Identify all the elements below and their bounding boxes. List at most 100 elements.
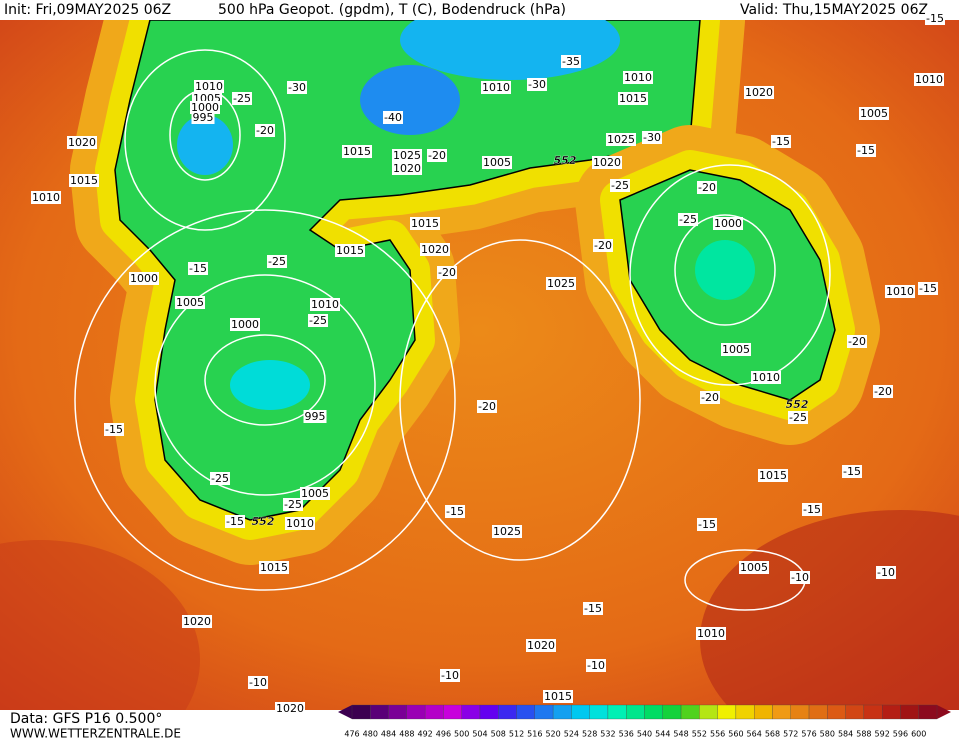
isobar-label-box	[543, 690, 573, 703]
legend-swatch	[406, 704, 426, 720]
temperature-label: -15	[226, 515, 244, 528]
isobar-label: 1010	[286, 517, 314, 530]
legend-label: 500	[454, 730, 469, 739]
isobar-label: 1010	[311, 298, 339, 311]
temperature-label-box	[771, 135, 791, 148]
temperature-label: -30	[643, 131, 661, 144]
isobar-label-box	[758, 469, 788, 482]
temperature-label: -20	[874, 385, 892, 398]
isobar-label: 1020	[68, 136, 96, 149]
temperature-label-box	[248, 676, 268, 689]
legend-swatch	[388, 704, 407, 720]
legend-swatch	[479, 704, 499, 720]
isobar-label-box	[259, 561, 289, 574]
isobar-label: 1010	[482, 81, 510, 94]
isobar-label-box	[230, 318, 260, 331]
legend-label: 516	[527, 730, 542, 739]
isobar-label: 1015	[343, 145, 371, 158]
isobar-label-box	[526, 639, 556, 652]
temperature-label: -10	[249, 676, 267, 689]
temperature-label-box	[642, 131, 662, 144]
temperature-label: -35	[562, 55, 580, 68]
temperature-label-box	[847, 335, 867, 348]
legend-swatch	[808, 704, 828, 720]
isobar-label-box	[342, 145, 372, 158]
legend-swatch	[754, 704, 773, 720]
legend-swatch	[552, 704, 572, 720]
legend-swatch	[644, 704, 663, 720]
website: WWW.WETTERZENTRALE.DE	[10, 727, 181, 741]
isobar-label-box	[859, 107, 889, 120]
isobar-label: 1015	[544, 690, 572, 703]
temperature-label-box	[308, 314, 328, 327]
isobar-label-box	[546, 277, 576, 290]
temperature-label: -15	[772, 135, 790, 148]
legend-swatch	[918, 704, 938, 720]
temperature-label-box	[697, 518, 717, 531]
legend-swatch	[717, 704, 737, 720]
temperature-label: -20	[428, 149, 446, 162]
temperature-label: -15	[926, 12, 944, 25]
isobar-label: 1015	[336, 244, 364, 257]
legend-label: 484	[381, 730, 396, 739]
isobar-label-box	[885, 285, 915, 298]
legend-swatch	[370, 704, 389, 720]
legend-swatch	[516, 704, 535, 720]
temperature-label-box	[427, 149, 447, 162]
legend-swatch	[424, 704, 444, 720]
isobar-label-box	[739, 561, 769, 574]
isobar-label: 1000	[231, 318, 259, 331]
isobar-label-box	[744, 86, 774, 99]
temperature-label-box	[586, 659, 606, 672]
temperature-label: -25	[284, 498, 302, 511]
temperature-label: -10	[877, 566, 895, 579]
isobar-label: 1005	[722, 343, 750, 356]
isobar-label: 1015	[619, 92, 647, 105]
temperature-label-box	[610, 179, 630, 192]
isobar-label: 1005	[176, 296, 204, 309]
temperature-label: -20	[478, 400, 496, 413]
isobar-label: 1010	[752, 371, 780, 384]
temperature-label: -25	[309, 314, 327, 327]
temperature-label-box	[700, 391, 720, 404]
isobar-label-box	[129, 272, 159, 285]
temperature-label: -25	[233, 92, 251, 105]
legend-label: 476	[344, 730, 359, 739]
legend-label: 568	[765, 730, 780, 739]
legend-swatch	[900, 704, 919, 720]
legend-swatch	[735, 704, 755, 720]
isobar-label: 1020	[421, 243, 449, 256]
temperature-label: -25	[679, 213, 697, 226]
temperature-label: -25	[611, 179, 629, 192]
warm-area	[700, 510, 959, 710]
isobar-label-box	[721, 343, 751, 356]
temperature-label-box	[283, 498, 303, 511]
legend-label: 564	[747, 730, 762, 739]
isobar-label-box	[618, 92, 648, 105]
temperature-label-box	[210, 472, 230, 485]
labels: 1010100510009951020101510101000100510001…	[31, 12, 945, 715]
temperature-label-box	[593, 239, 613, 252]
temperature-label: -15	[105, 423, 123, 436]
isobar-label: 1005	[483, 156, 511, 169]
legend-label: 520	[545, 730, 560, 739]
isobar-label: 1020	[527, 639, 555, 652]
temperature-label-box	[561, 55, 581, 68]
legend-swatch	[680, 704, 700, 720]
legend-label: 592	[875, 730, 890, 739]
isobar-label: 1005	[860, 107, 888, 120]
isobar-label: 1000	[191, 101, 219, 114]
temperature-label-box	[445, 505, 465, 518]
legend-label: 532	[600, 730, 615, 739]
isobar-label: 1010	[915, 73, 943, 86]
legend-swatch	[845, 704, 865, 720]
isobar-label: 995	[305, 410, 326, 423]
temperature-label-box	[873, 385, 893, 398]
temperature-label: -15	[698, 518, 716, 531]
temperature-label: -20	[256, 124, 274, 137]
legend-swatch	[607, 704, 627, 720]
height-label: 552	[554, 154, 577, 167]
legend-label: 496	[436, 730, 451, 739]
isobar-label-box	[300, 487, 330, 500]
